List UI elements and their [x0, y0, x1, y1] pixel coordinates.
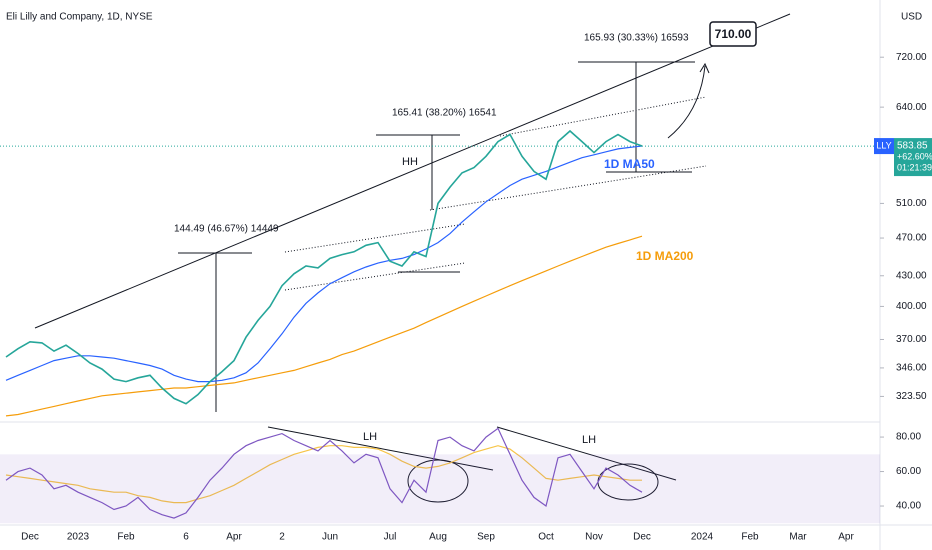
- y-tick-label: 430.00: [896, 270, 927, 281]
- y-tick-label: 370.00: [896, 334, 927, 345]
- series-line: [5, 145, 643, 383]
- change: +62.60%: [897, 151, 932, 161]
- x-tick-label: Sep: [477, 532, 495, 543]
- symbol: LLY: [876, 140, 891, 150]
- x-tick-label: Mar: [789, 532, 807, 543]
- x-tick-label: Dec: [633, 532, 651, 543]
- chart-title: Eli Lilly and Company, 1D, NYSE: [6, 12, 153, 23]
- price-box: [894, 138, 932, 177]
- annotation: LH: [363, 431, 377, 443]
- series-line: [5, 235, 643, 417]
- y-tick-label: 510.00: [896, 198, 927, 209]
- y-tick-label: 470.00: [896, 233, 927, 244]
- x-tick-label: 2024: [691, 532, 714, 543]
- series-label: 1D MA50: [604, 157, 655, 171]
- x-tick-label: Oct: [538, 532, 554, 543]
- x-tick-label: Dec: [21, 532, 39, 543]
- y-tick-label: 40.00: [896, 501, 921, 512]
- x-tick-label: Jun: [322, 532, 338, 543]
- y-tick-label: 80.00: [896, 432, 921, 443]
- x-tick-label: Apr: [226, 532, 242, 543]
- symbol-box: [874, 138, 894, 155]
- measure-label: 165.93 (30.33%) 16593: [584, 33, 689, 44]
- target-label: 710.00: [715, 27, 752, 41]
- y-tick-label: 720.00: [896, 52, 927, 63]
- last-price: 583.85: [897, 141, 928, 152]
- annotation: LH: [582, 434, 596, 446]
- rsi-band: [0, 454, 880, 524]
- y-tick-label: 400.00: [896, 301, 927, 312]
- countdown: 01:21:39: [897, 162, 932, 172]
- y-tick-label: 640.00: [896, 102, 927, 113]
- y-tick-label: 60.00: [896, 466, 921, 477]
- x-tick-label: Feb: [117, 532, 135, 543]
- series-label: 1D MA200: [636, 249, 694, 263]
- x-tick-label: Aug: [429, 532, 447, 543]
- currency: USD: [901, 12, 922, 23]
- measure-label: 165.41 (38.20%) 16541: [392, 108, 497, 119]
- x-tick-label: Jul: [384, 532, 397, 543]
- x-tick-label: Feb: [741, 532, 759, 543]
- x-tick-label: 6: [183, 532, 189, 543]
- x-tick-label: 2023: [67, 532, 90, 543]
- x-tick-label: 2: [279, 532, 285, 543]
- series-line: [5, 445, 642, 504]
- y-tick-label: 346.00: [896, 363, 927, 374]
- x-tick-label: Nov: [585, 532, 603, 543]
- series-line: [5, 129, 643, 405]
- x-tick-label: Apr: [838, 532, 854, 543]
- y-tick-label: 323.50: [896, 391, 927, 402]
- measure-label: 144.49 (46.67%) 14449: [174, 224, 279, 235]
- series-line: [5, 427, 643, 519]
- annotation: HH: [402, 156, 418, 168]
